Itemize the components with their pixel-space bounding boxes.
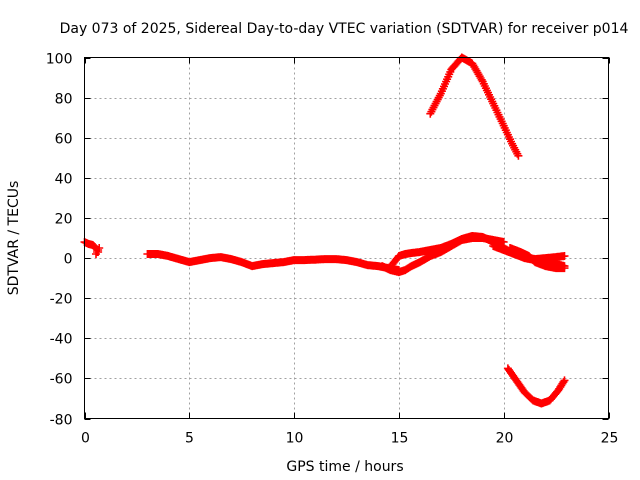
y-tick-label: -60 — [50, 372, 73, 388]
data-markers — [80, 238, 104, 258]
y-tick-label: -80 — [50, 413, 73, 429]
x-tick-label: 10 — [286, 431, 304, 447]
chart-title: Day 073 of 2025, Sidereal Day-to-day VTE… — [60, 21, 629, 37]
y-tick-label: 60 — [55, 132, 73, 148]
series-arc-5 — [506, 244, 569, 273]
grid — [84, 57, 609, 419]
data-markers — [506, 244, 569, 273]
y-tick-label: 0 — [64, 252, 73, 268]
y-axis-label: SDTVAR / TECUs — [6, 181, 22, 296]
x-tick-label: 25 — [601, 431, 619, 447]
series-arc-6 — [426, 53, 523, 160]
axis-ticks — [84, 57, 610, 420]
y-tick-label: 100 — [46, 52, 73, 68]
data-markers — [143, 250, 403, 275]
y-tick-label: 80 — [55, 92, 73, 108]
x-tick-label: 5 — [185, 431, 194, 447]
y-tick-label: -20 — [50, 292, 73, 308]
x-tick-labels: 0 5 10 15 20 25 — [81, 431, 618, 447]
data-markers — [426, 53, 523, 160]
x-tick-label: 15 — [391, 431, 409, 447]
series-arc-1 — [143, 250, 403, 275]
x-tick-label: 20 — [496, 431, 514, 447]
plot-frame — [84, 57, 609, 419]
y-tick-label: -40 — [50, 332, 73, 348]
x-tick-label: 0 — [81, 431, 90, 447]
series-arc-0 — [80, 238, 104, 258]
y-tick-labels: -80 -60 -40 -20 0 20 40 60 80 100 — [46, 52, 73, 429]
y-tick-label: 20 — [55, 212, 73, 228]
data-points — [80, 53, 569, 408]
x-axis-label: GPS time / hours — [286, 459, 403, 475]
data-markers — [503, 364, 569, 408]
series-arc-7 — [503, 364, 569, 408]
y-tick-label: 40 — [55, 172, 73, 188]
